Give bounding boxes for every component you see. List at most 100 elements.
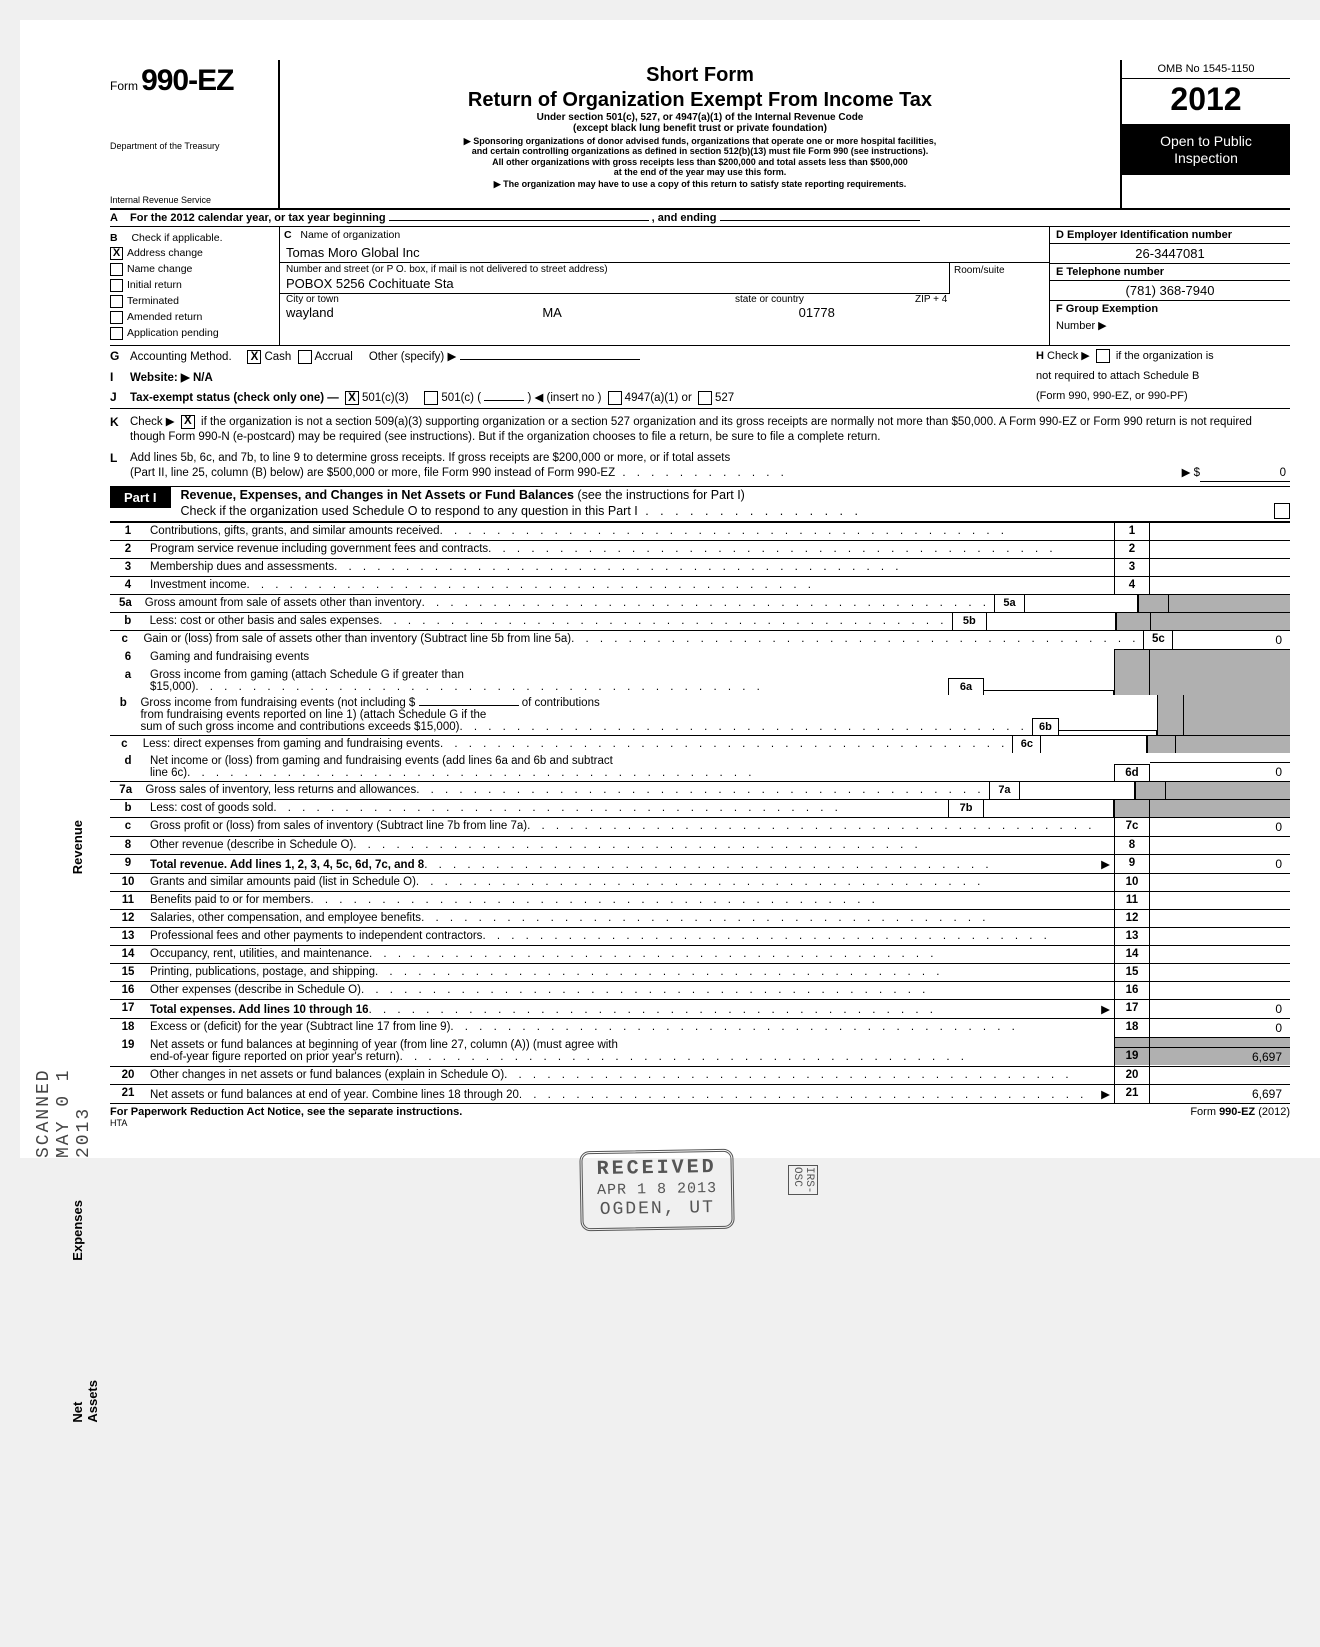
ln3-no: 3 xyxy=(110,559,146,576)
e-label: E Telephone number xyxy=(1056,266,1164,278)
ln6d-rno: 6d xyxy=(1114,764,1150,781)
h-text1: Check ▶ xyxy=(1047,350,1090,362)
ln7c-no: c xyxy=(110,818,146,836)
cb-name-change[interactable] xyxy=(110,263,123,276)
ln9-amt: 0 xyxy=(1150,855,1290,873)
ln6-desc: Gaming and fundraising events xyxy=(150,651,309,663)
f-label: F Group Exemption xyxy=(1056,303,1158,315)
cb-k[interactable]: X xyxy=(181,415,195,429)
ln21-arrow: ▶ xyxy=(1101,1087,1110,1101)
ln14-desc: Occupancy, rent, utilities, and maintena… xyxy=(150,948,369,960)
ln6d-desc2: line 6c) xyxy=(150,767,187,779)
g-text: Accounting Method. xyxy=(130,351,232,363)
ln6b-no: b xyxy=(110,695,136,735)
ln17-amt: 0 xyxy=(1150,1000,1290,1018)
cb-app-pending[interactable] xyxy=(110,327,123,340)
org-name: Tomas Moro Global Inc xyxy=(280,243,1049,263)
line-a-label: A xyxy=(110,210,130,226)
open2: Inspection xyxy=(1126,150,1286,167)
ln1-no: 1 xyxy=(110,523,146,540)
dept-treasury: Department of the Treasury xyxy=(110,142,272,152)
cb-part1-schedule-o[interactable] xyxy=(1274,503,1290,519)
ln7c-rno: 7c xyxy=(1114,818,1150,836)
g-cash: Cash xyxy=(264,351,291,363)
cb-addr-change[interactable]: X xyxy=(110,247,123,260)
j-label: J xyxy=(110,390,130,404)
ln18-rno: 18 xyxy=(1114,1019,1150,1037)
k-label: K xyxy=(110,415,130,445)
cb-terminated[interactable] xyxy=(110,295,123,308)
ln20-desc: Other changes in net assets or fund bala… xyxy=(150,1069,504,1081)
cb-h[interactable] xyxy=(1096,349,1110,363)
ln5a-mamt xyxy=(1025,595,1137,612)
ln21-desc: Net assets or fund balances at end of ye… xyxy=(150,1089,519,1101)
l-text1: Add lines 5b, 6c, and 7b, to line 9 to d… xyxy=(130,452,730,464)
l-arrow: ▶ $ xyxy=(1182,466,1200,482)
ln1-rno: 1 xyxy=(1114,523,1150,540)
cb-501c[interactable] xyxy=(424,391,438,405)
terminated: Terminated xyxy=(127,295,179,307)
ln1-desc: Contributions, gifts, grants, and simila… xyxy=(150,525,440,537)
form-prefix: Form xyxy=(110,79,138,93)
line-a-text: For the 2012 calendar year, or tax year … xyxy=(130,212,386,224)
ln6b-desc3: sum of such gross income and contributio… xyxy=(140,721,459,733)
stamp-loc: OGDEN, UT xyxy=(597,1198,717,1222)
ln10-amt xyxy=(1150,874,1290,891)
ln5a-no: 5a xyxy=(110,595,141,612)
g-content: Accounting Method. XCash Accrual Other (… xyxy=(130,349,1030,364)
ln2-amt xyxy=(1150,541,1290,558)
app-pending: Application pending xyxy=(127,327,219,339)
under-section: Under section 501(c), 527, or 4947(a)(1)… xyxy=(288,112,1112,123)
ln15-no: 15 xyxy=(110,964,146,981)
ln8-no: 8 xyxy=(110,837,146,854)
ln19-rno: 19 xyxy=(1114,1047,1150,1066)
ln3-desc: Membership dues and assessments xyxy=(150,561,334,573)
ln6d-desc1: Net income or (loss) from gaming and fun… xyxy=(150,755,613,767)
col-b: B Check if applicable. XAddress change N… xyxy=(110,227,280,345)
l-amount: 0 xyxy=(1200,466,1290,482)
ln12-no: 12 xyxy=(110,910,146,927)
ln8-rno: 8 xyxy=(1114,837,1150,854)
ln6-no: 6 xyxy=(110,649,146,667)
part1-tab: Part I xyxy=(110,487,171,508)
ln7c-amt: 0 xyxy=(1150,818,1290,836)
ln5a-desc: Gross amount from sale of assets other t… xyxy=(145,597,422,609)
cb-501c3[interactable]: X xyxy=(345,391,359,405)
cb-accrual[interactable] xyxy=(298,350,312,364)
j-c3: 501(c)(3) xyxy=(362,392,409,404)
cb-initial[interactable] xyxy=(110,279,123,292)
cb-amended[interactable] xyxy=(110,311,123,324)
form-number: 990-EZ xyxy=(141,64,233,97)
kl-block: K Check ▶ X if the organization is not a… xyxy=(110,409,1290,487)
ln6a-desc2: $15,000) xyxy=(150,681,195,693)
ln11-desc: Benefits paid to or for members xyxy=(150,894,310,906)
cb-4947[interactable] xyxy=(608,391,622,405)
ln15-rno: 15 xyxy=(1114,964,1150,981)
addr-label: Number and street (or P O. box, if mail … xyxy=(280,263,949,276)
ln10-rno: 10 xyxy=(1114,874,1150,891)
k-check: Check ▶ xyxy=(130,416,175,428)
h-text3: not required to attach Schedule B xyxy=(1030,370,1290,382)
stamp-side: IRS-OSC xyxy=(788,1165,818,1195)
cb-527[interactable] xyxy=(698,391,712,405)
note4: at the end of the year may use this form… xyxy=(614,167,787,177)
part1-title-bold: Revenue, Expenses, and Changes in Net As… xyxy=(181,488,574,502)
bf-block: B Check if applicable. XAddress change N… xyxy=(110,227,1290,346)
ln4-amt xyxy=(1150,577,1290,594)
f-number: Number ▶ xyxy=(1050,317,1290,334)
ln16-rno: 16 xyxy=(1114,982,1150,999)
ln12-rno: 12 xyxy=(1114,910,1150,927)
ln21-amt: 6,697 xyxy=(1150,1085,1290,1103)
ln2-rno: 2 xyxy=(1114,541,1150,558)
short-form-title: Short Form xyxy=(288,64,1112,87)
footer-bold: 990-EZ xyxy=(1219,1106,1255,1118)
ln6b-desc1: Gross income from fundraising events (no… xyxy=(140,697,415,709)
ln6a-desc1: Gross income from gaming (attach Schedul… xyxy=(150,669,464,681)
ln10-desc: Grants and similar amounts paid (list in… xyxy=(150,876,416,888)
amended: Amended return xyxy=(127,311,202,323)
cb-cash[interactable]: X xyxy=(247,350,261,364)
hta: HTA xyxy=(110,1118,1290,1128)
l-text: Add lines 5b, 6c, and 7b, to line 9 to d… xyxy=(130,451,1290,482)
ln16-desc: Other expenses (describe in Schedule O) xyxy=(150,984,361,996)
room-label: Room/suite xyxy=(949,263,1049,294)
